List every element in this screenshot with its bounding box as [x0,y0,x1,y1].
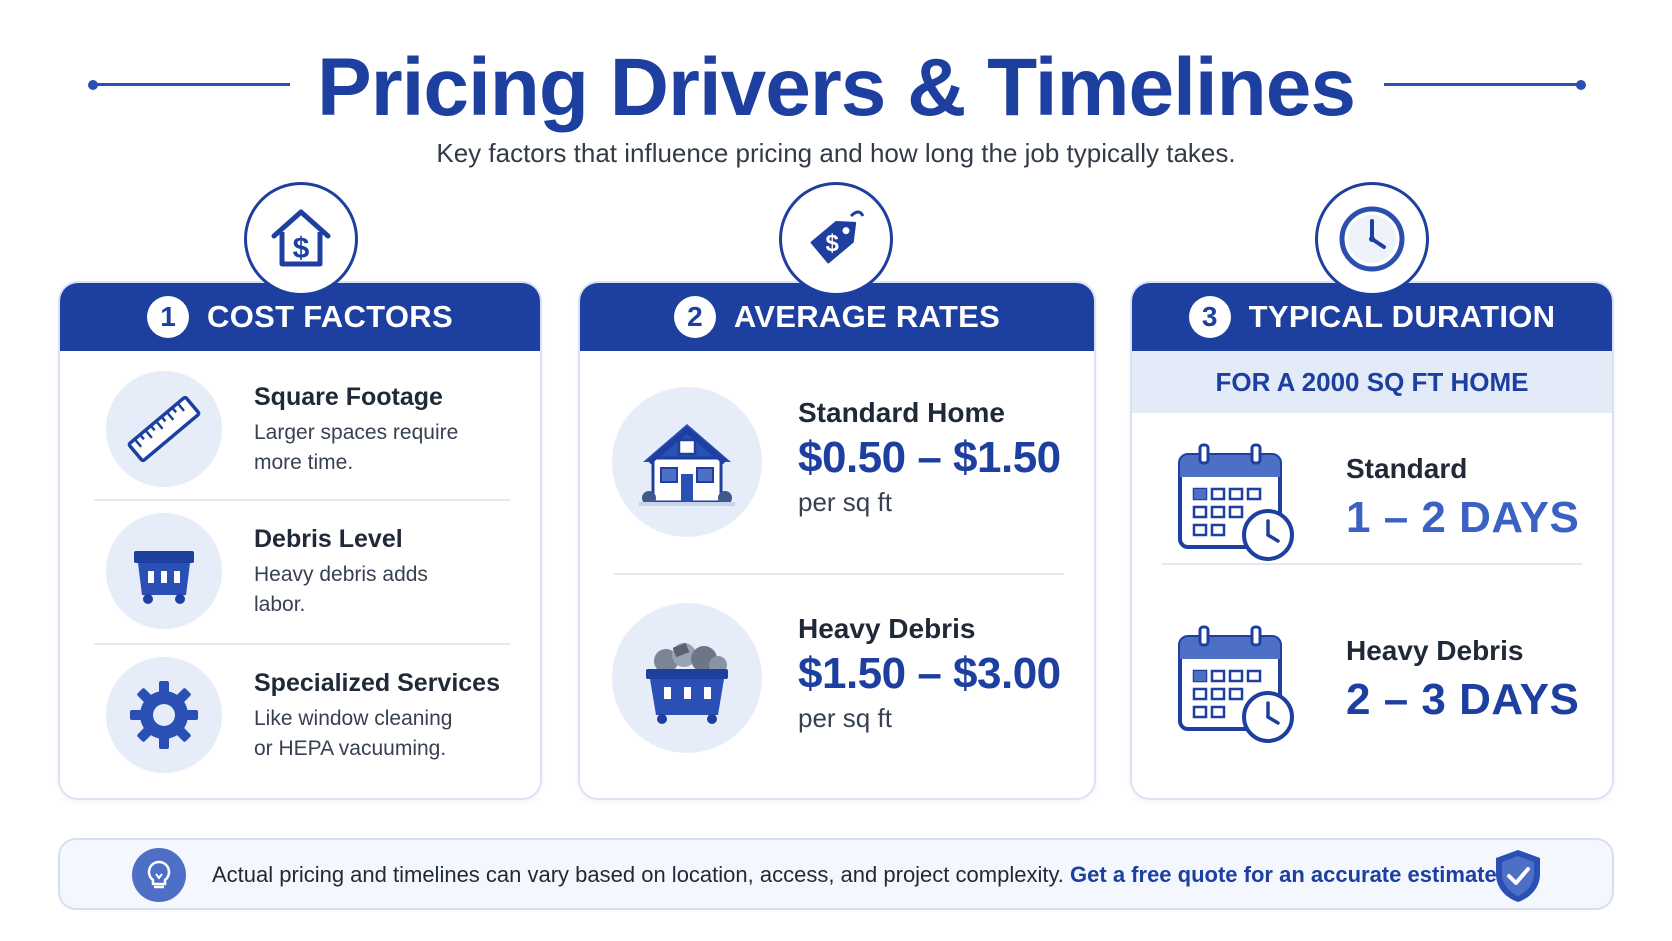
step-number-badge: 2 [673,296,716,338]
footer-note: Actual pricing and timelines can vary ba… [58,838,1614,910]
factor-desc-line: Like window cleaning [254,707,453,730]
rate-unit: per sq ft [798,703,892,733]
typical-duration-header: 3 TYPICAL DURATION [1132,283,1612,351]
footer-note-text: Actual pricing and timelines can vary ba… [212,862,1071,887]
factor-title: Debris Level [254,525,403,553]
price-tag-icon: $ [779,182,893,296]
factor-desc-line: labor. [254,593,306,616]
title-rule-left [88,79,290,90]
factor-title: Square Footage [254,383,443,411]
house-icon [612,387,762,537]
step-number-badge: 1 [147,296,190,338]
calendar-clock-icon [1176,443,1300,568]
divider [1162,563,1582,565]
divider [614,573,1064,575]
divider [94,499,510,501]
gear-icon [106,657,222,773]
debris-dumpster-icon [612,603,762,753]
factor-desc-line: or HEPA vacuuming. [254,737,447,760]
rate-value: $1.50 – $3.00 [798,649,1061,698]
divider [94,643,510,645]
page-subtitle: Key factors that influence pricing and h… [436,138,1236,168]
factor-desc-line: more time. [254,451,354,474]
svg-text:$: $ [293,232,310,265]
house-dollar-icon: $ [244,182,358,296]
typical-duration-title: TYPICAL DURATION [1248,299,1556,334]
list-item: Heavy Debris 2 – 3 DAYS [1132,595,1612,785]
duration-value: 2 – 3 DAYS [1346,675,1580,724]
step-number-badge: 3 [1188,296,1231,338]
svg-text:$: $ [825,230,839,257]
list-item: Square Footage Larger spaces require mor… [60,353,540,493]
cost-factors-card: 1 COST FACTORS Square Footage La [58,281,542,800]
rate-unit: per sq ft [798,487,892,517]
factor-desc-line: Heavy debris adds [254,563,428,586]
dumpster-icon [106,513,222,629]
footer-text: Actual pricing and timelines can vary ba… [212,862,1504,888]
list-item: Standard 1 – 2 DAYS [1132,413,1612,603]
average-rates-title: AVERAGE RATES [733,299,1001,334]
clock-icon [1315,182,1429,296]
list-item: Specialized Services Like window cleanin… [60,639,540,779]
calendar-clock-icon [1176,625,1300,750]
shield-check-icon [1490,846,1546,911]
typical-duration-card: 3 TYPICAL DURATION FOR A 2000 SQ FT HOME [1130,281,1614,800]
factor-desc-line: Larger spaces require [254,421,459,444]
duration-value: 1 – 2 DAYS [1346,493,1580,542]
free-quote-link[interactable]: Get a free quote for an accurate estimat… [1070,862,1505,887]
list-item: Standard Home $0.50 – $1.50 per sq ft [580,367,1094,577]
duration-label: Heavy Debris [1346,635,1524,666]
average-rates-card: 2 AVERAGE RATES Standard Home $0.50 – $1… [578,281,1096,800]
title-row: Pricing Drivers & Timelines [0,38,1672,138]
factor-title: Specialized Services [254,669,500,697]
rate-label: Heavy Debris [798,613,976,644]
list-item: Heavy Debris $1.50 – $3.00 per sq ft [580,583,1094,793]
ruler-icon [106,371,222,487]
lightbulb-icon [132,848,186,902]
rate-label: Standard Home [798,397,1005,428]
list-item: Debris Level Heavy debris adds labor. [60,495,540,635]
cost-factors-title: COST FACTORS [207,299,453,334]
rate-value: $0.50 – $1.50 [798,433,1061,482]
duration-label: Standard [1346,453,1468,484]
duration-subheading: FOR A 2000 SQ FT HOME [1132,351,1612,413]
title-rule-right [1384,79,1586,90]
page-title: Pricing Drivers & Timelines [317,42,1356,133]
